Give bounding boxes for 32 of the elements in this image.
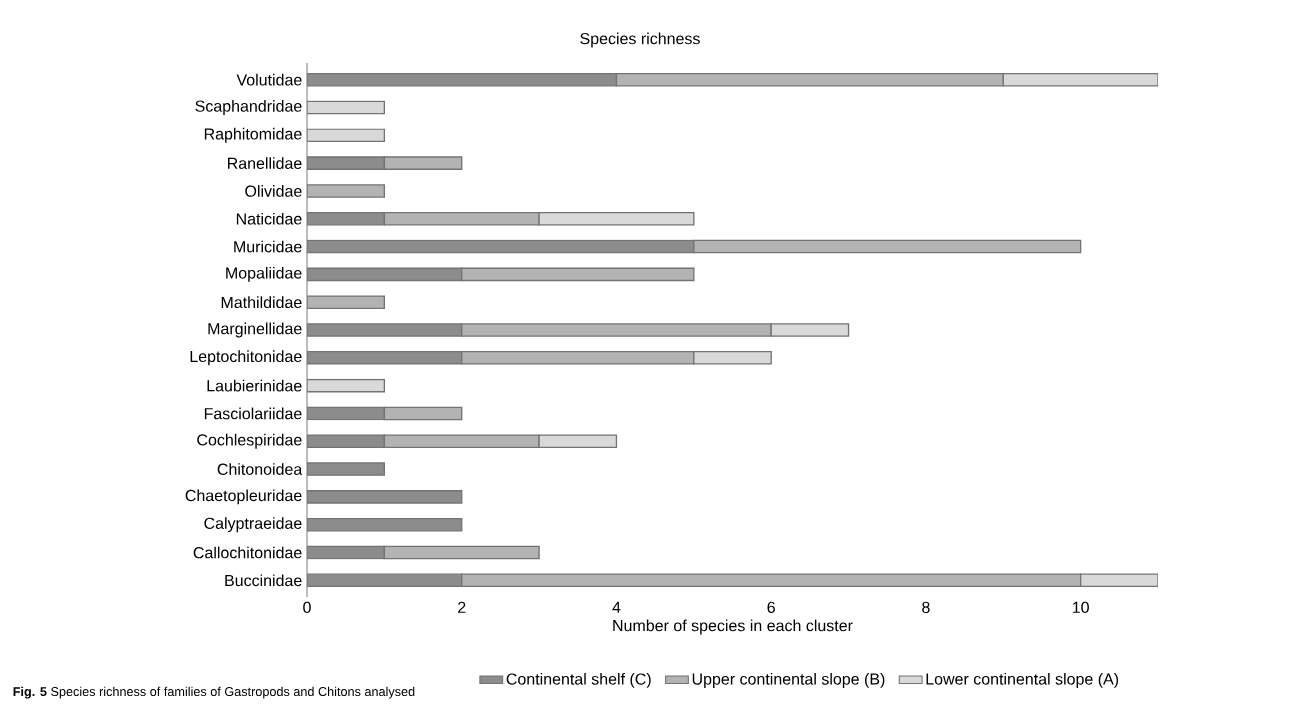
y-tick-label: Calyptraeidae (204, 517, 302, 533)
y-tick-label: Chaetopleuridae (185, 489, 302, 505)
y-tick-label: Chitonoidea (217, 463, 303, 475)
y-tick-label: Muricidae (234, 240, 302, 253)
y-tick-label: Leptochitonidae (190, 350, 302, 366)
x-tick-label: 8 (922, 601, 930, 614)
x-axis-title: Number of species in each cluster (613, 619, 853, 635)
y-tick-label: Callochitonidae (193, 546, 302, 559)
x-tick-label: 2 (458, 601, 466, 613)
y-tick-label: Marginellidae (208, 322, 302, 338)
legend-label: Lower continental slope (A) (926, 672, 1119, 688)
text: Fig. 5 Species richness of families of Gastropods and Chitons analysed (13, 686, 415, 699)
x-tick-label: 6 (767, 601, 775, 614)
y-tick-label: Fasciolariidae (204, 407, 302, 420)
y-tick-label: Olividae (245, 185, 302, 197)
x-tick-label: 0 (303, 601, 311, 614)
x-tick-label: 4 (612, 601, 621, 613)
y-tick-label: Cochlespiridae (197, 433, 302, 449)
y-tick-label: Volutidae (236, 73, 302, 86)
y-tick-label: Raphitomidae (204, 127, 302, 143)
y-tick-label: Buccinidae (225, 574, 302, 587)
y-tick-label: Laubierinidae (207, 379, 302, 392)
y-tick-label: Naticidae (236, 212, 302, 225)
y-tick-label: Scaphandridae (195, 100, 302, 115)
y-tick-label: Mopaliidae (226, 266, 302, 282)
chart-title: Species richness (580, 32, 700, 48)
y-tick-label: Mathildidae (221, 296, 302, 309)
bar (307, 462, 386, 476)
legend-label: Continental shelf (C) (506, 672, 651, 688)
x-tick-label: 10 (1072, 601, 1089, 614)
y-tick-label: Ranellidae (228, 157, 302, 169)
legend-label: Upper continental slope (B) (692, 672, 885, 688)
